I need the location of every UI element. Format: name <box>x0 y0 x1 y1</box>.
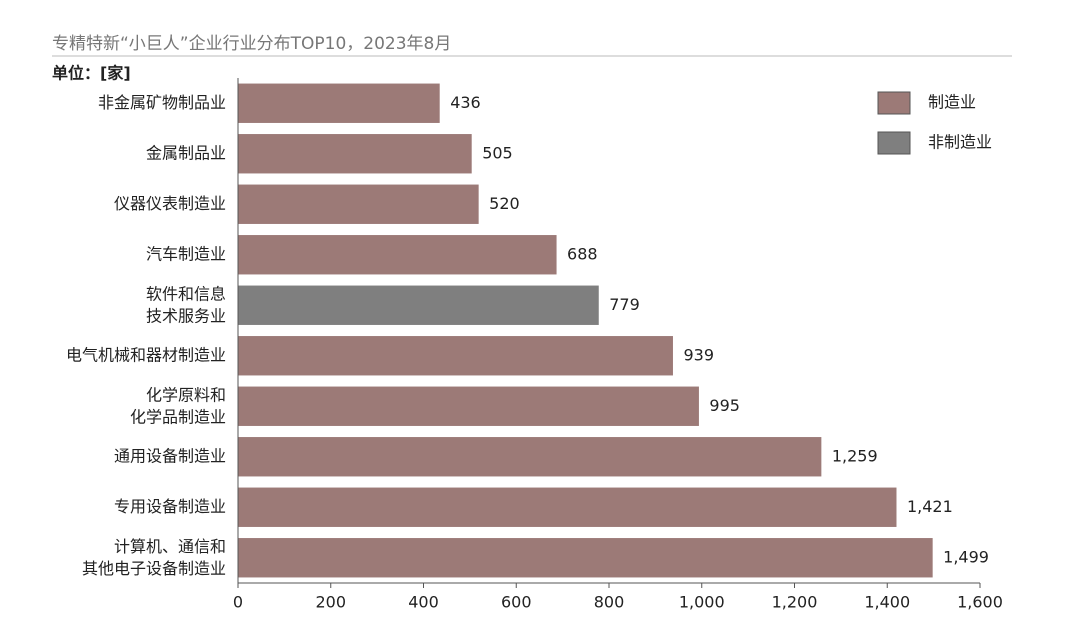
x-tick-label: 0 <box>233 593 243 612</box>
x-tick-label: 400 <box>408 593 439 612</box>
x-tick-label: 1,600 <box>957 593 1003 612</box>
bar <box>237 436 823 478</box>
y-tick-label: 化学原料和化学品制造业 <box>130 385 226 426</box>
bar <box>237 385 700 427</box>
x-tick-label: 800 <box>594 593 625 612</box>
x-tick-label: 1,400 <box>864 593 910 612</box>
y-tick-label: 仪器仪表制造业 <box>114 194 226 213</box>
y-tick-label: 金属制品业 <box>146 143 226 162</box>
y-tick-label: 通用设备制造业 <box>114 446 226 465</box>
value-label: 995 <box>709 396 740 415</box>
y-tick-label: 专用设备制造业 <box>114 497 226 516</box>
y-tick-label: 电气机械和器材制造业 <box>66 345 226 364</box>
bar <box>237 486 898 528</box>
value-label: 939 <box>683 345 714 364</box>
legend-swatch <box>877 91 911 115</box>
x-tick-label: 1,200 <box>772 593 818 612</box>
legend-swatch <box>877 131 911 155</box>
bar <box>237 284 600 326</box>
value-label: 520 <box>489 194 520 213</box>
legend-label: 制造业 <box>928 93 976 112</box>
x-tick-label: 1,000 <box>679 593 725 612</box>
bar <box>237 537 934 579</box>
y-tick-label: 汽车制造业 <box>146 244 226 263</box>
legend-label: 非制造业 <box>928 133 992 152</box>
bar <box>237 133 473 175</box>
y-tick-label: 非金属矿物制品业 <box>98 93 226 112</box>
value-label: 688 <box>567 244 598 263</box>
value-label: 436 <box>450 93 481 112</box>
value-label: 1,259 <box>832 446 878 465</box>
chart-title: 专精特新“小巨人”企业行业分布TOP10，2023年8月 <box>52 34 451 54</box>
value-label: 505 <box>482 143 513 162</box>
x-tick-label: 200 <box>315 593 346 612</box>
y-tick-label: 计算机、通信和其他电子设备制造业 <box>82 536 226 577</box>
x-tick-label: 600 <box>501 593 532 612</box>
bar <box>237 335 674 377</box>
value-label: 779 <box>609 295 640 314</box>
bar <box>237 234 558 276</box>
value-label: 1,499 <box>943 547 989 566</box>
value-label: 1,421 <box>907 497 953 516</box>
y-tick-label: 软件和信息技术服务业 <box>146 284 226 325</box>
bar <box>237 82 441 124</box>
unit-label: 单位：[家] <box>52 64 131 83</box>
bar <box>237 183 480 225</box>
